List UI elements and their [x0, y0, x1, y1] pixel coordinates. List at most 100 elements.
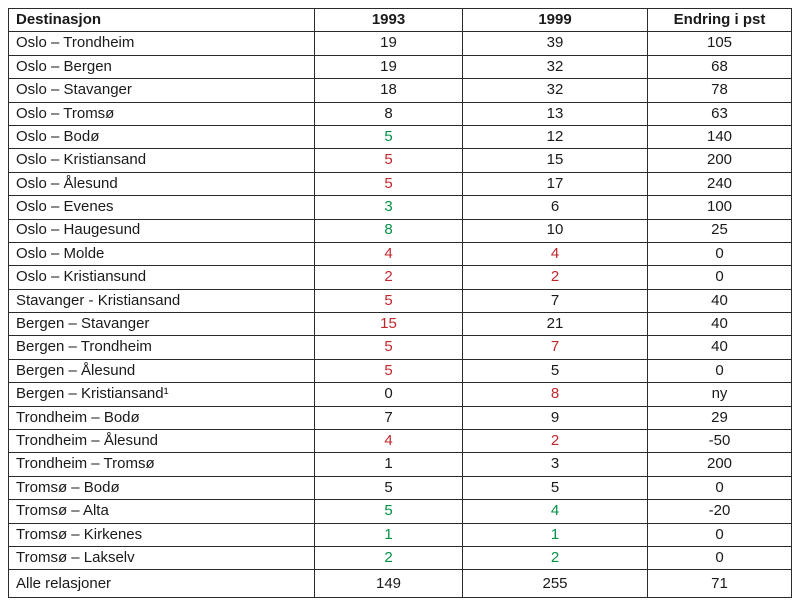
value-1999-cell: 6: [462, 195, 648, 220]
value-1999-cell: 2: [462, 265, 648, 290]
header-destination: Destinasjon: [8, 7, 315, 33]
table-row: Tromsø – Bodø 5 5 0: [8, 475, 792, 501]
destination-cell: Oslo – Bodø: [8, 124, 315, 150]
value-1993-cell: 5: [314, 475, 463, 501]
value-1993-cell: 15: [314, 312, 463, 337]
change-cell: 0: [647, 545, 792, 571]
value-1993-cell: 18: [314, 78, 463, 103]
value-1999-cell: 4: [462, 499, 648, 524]
value-1993-cell: 7: [314, 405, 463, 431]
value-1993-cell: 1: [314, 452, 463, 477]
table-row: Oslo – Haugesund 8 10 25: [8, 218, 792, 243]
change-cell: 25: [647, 218, 792, 243]
value-1999-cell: 5: [462, 358, 648, 384]
destination-cell: Trondheim – Ålesund: [8, 429, 315, 454]
change-cell: 105: [647, 31, 792, 56]
table-row: Bergen – Kristiansand¹ 0 8 ny: [8, 382, 792, 407]
table-row: Oslo – Trondheim 19 39 105: [8, 31, 792, 56]
table-row: Stavanger - Kristiansand 5 7 40: [8, 288, 792, 314]
value-1993-cell: 8: [314, 218, 463, 243]
destination-cell: Oslo – Kristiansand: [8, 148, 315, 173]
value-1999-cell: 39: [462, 31, 648, 56]
value-1999-cell: 2: [462, 545, 648, 571]
value-1993-cell: 5: [314, 148, 463, 173]
destination-cell: Alle relasjoner: [8, 569, 315, 599]
table-row: Oslo – Tromsø 8 13 63: [8, 101, 792, 126]
value-1999-cell: 3: [462, 452, 648, 477]
destination-cell: Oslo – Bergen: [8, 54, 315, 80]
change-cell: 40: [647, 288, 792, 314]
change-cell: ny: [647, 382, 792, 407]
value-1999-cell: 7: [462, 335, 648, 360]
change-cell: 40: [647, 312, 792, 337]
value-1999-cell: 9: [462, 405, 648, 431]
value-1999-cell: 21: [462, 312, 648, 337]
change-cell: 0: [647, 475, 792, 501]
table-row: Oslo – Bodø 5 12 140: [8, 124, 792, 150]
table-row: Oslo – Kristiansand 5 15 200: [8, 148, 792, 173]
value-1993-cell: 3: [314, 195, 463, 220]
destination-cell: Trondheim – Bodø: [8, 405, 315, 431]
table-row: Tromsø – Alta 5 4 -20: [8, 499, 792, 524]
header-1993: 1993: [314, 7, 463, 33]
table-row: Oslo – Kristiansund 2 2 0: [8, 265, 792, 290]
change-cell: 200: [647, 452, 792, 477]
value-1993-cell: 4: [314, 241, 463, 267]
change-cell: 71: [647, 569, 792, 599]
value-1999-cell: 4: [462, 241, 648, 267]
change-cell: 140: [647, 124, 792, 150]
destination-cell: Tromsø – Kirkenes: [8, 522, 315, 547]
destination-cell: Oslo – Tromsø: [8, 101, 315, 126]
table-row: Tromsø – Lakselv 2 2 0: [8, 545, 792, 571]
table-row: Alle relasjoner 149 255 71: [8, 569, 792, 599]
table-row: Oslo – Stavanger 18 32 78: [8, 78, 792, 103]
change-cell: 100: [647, 195, 792, 220]
change-cell: -20: [647, 499, 792, 524]
table-body: Oslo – Trondheim 19 39 105 Oslo – Bergen…: [8, 31, 792, 599]
value-1999-cell: 1: [462, 522, 648, 547]
value-1999-cell: 5: [462, 475, 648, 501]
change-cell: 40: [647, 335, 792, 360]
change-cell: 63: [647, 101, 792, 126]
value-1993-cell: 5: [314, 499, 463, 524]
table-row: Bergen – Ålesund 5 5 0: [8, 358, 792, 384]
change-cell: 0: [647, 265, 792, 290]
change-cell: 0: [647, 522, 792, 547]
destination-cell: Tromsø – Lakselv: [8, 545, 315, 571]
value-1999-cell: 2: [462, 429, 648, 454]
destination-cell: Bergen – Ålesund: [8, 358, 315, 384]
destination-cell: Bergen – Trondheim: [8, 335, 315, 360]
value-1999-cell: 10: [462, 218, 648, 243]
destination-cell: Oslo – Molde: [8, 241, 315, 267]
value-1993-cell: 19: [314, 31, 463, 56]
value-1993-cell: 19: [314, 54, 463, 80]
value-1999-cell: 13: [462, 101, 648, 126]
change-cell: 200: [647, 148, 792, 173]
table-row: Trondheim – Bodø 7 9 29: [8, 405, 792, 431]
value-1993-cell: 1: [314, 522, 463, 547]
destination-cell: Trondheim – Tromsø: [8, 452, 315, 477]
table-row: Oslo – Bergen 19 32 68: [8, 54, 792, 80]
destination-cell: Oslo – Stavanger: [8, 78, 315, 103]
destination-cell: Stavanger - Kristiansand: [8, 288, 315, 314]
value-1999-cell: 17: [462, 171, 648, 197]
destination-cell: Oslo – Haugesund: [8, 218, 315, 243]
table-header-row: Destinasjon 1993 1999 Endring i pst: [8, 7, 792, 33]
value-1993-cell: 4: [314, 429, 463, 454]
value-1993-cell: 5: [314, 171, 463, 197]
value-1993-cell: 2: [314, 265, 463, 290]
change-cell: -50: [647, 429, 792, 454]
change-cell: 240: [647, 171, 792, 197]
value-1993-cell: 149: [314, 569, 463, 599]
header-change: Endring i pst: [647, 7, 792, 33]
table-row: Oslo – Molde 4 4 0: [8, 241, 792, 267]
destination-cell: Oslo – Evenes: [8, 195, 315, 220]
value-1999-cell: 12: [462, 124, 648, 150]
table-row: Bergen – Trondheim 5 7 40: [8, 335, 792, 360]
table-row: Bergen – Stavanger 15 21 40: [8, 312, 792, 337]
table-row: Oslo – Evenes 3 6 100: [8, 195, 792, 220]
value-1999-cell: 255: [462, 569, 648, 599]
value-1993-cell: 5: [314, 124, 463, 150]
table-row: Tromsø – Kirkenes 1 1 0: [8, 522, 792, 547]
destination-cell: Oslo – Ålesund: [8, 171, 315, 197]
